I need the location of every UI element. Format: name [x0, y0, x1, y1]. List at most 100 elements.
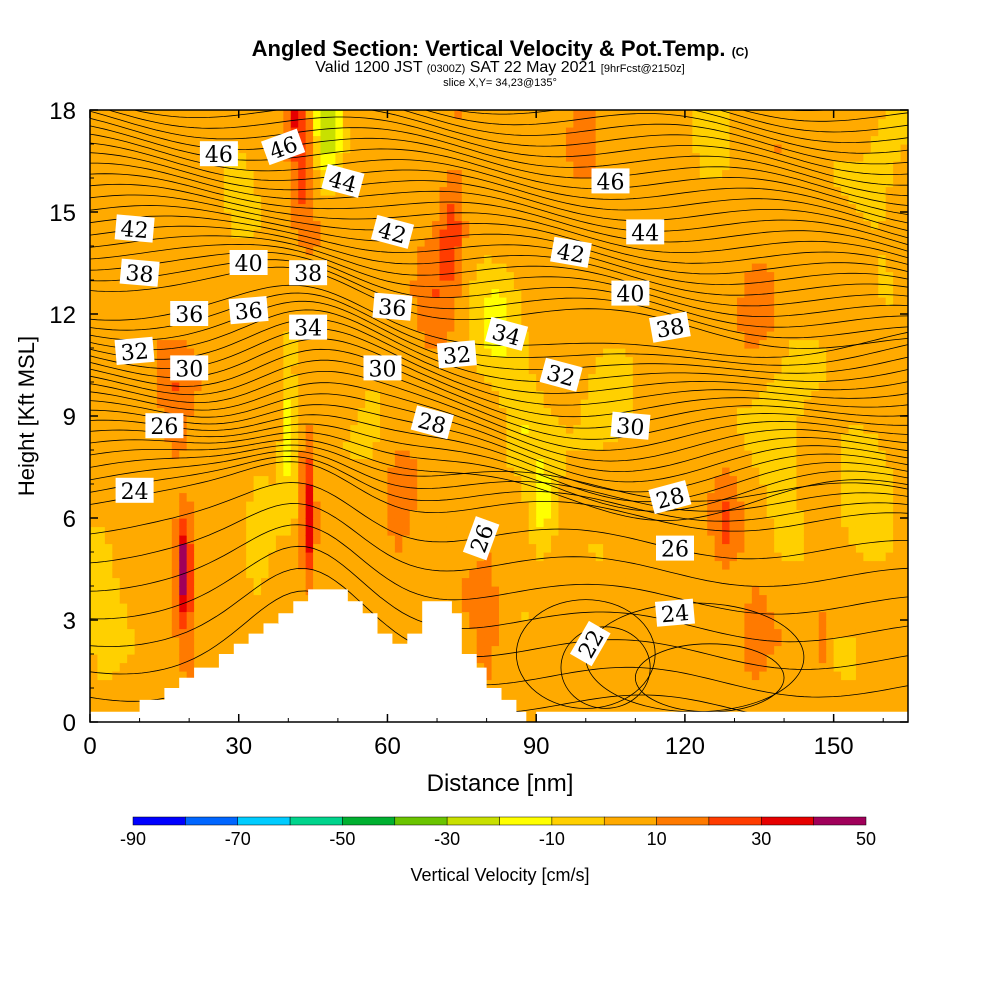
- field-cell: [387, 127, 395, 136]
- field-cell: [343, 535, 351, 544]
- field-cell: [283, 365, 291, 374]
- field-cell: [187, 408, 195, 417]
- field-cell: [254, 127, 262, 136]
- field-cell: [492, 161, 500, 170]
- field-cell: [172, 595, 180, 604]
- field-cell: [149, 680, 157, 689]
- field-cell: [142, 365, 150, 374]
- field-cell: [551, 170, 559, 179]
- field-cell: [157, 204, 165, 213]
- field-cell: [298, 348, 306, 357]
- field-cell: [209, 289, 217, 298]
- field-cell: [477, 229, 485, 238]
- field-cell: [417, 272, 425, 281]
- field-cell: [164, 510, 172, 519]
- field-cell: [417, 459, 425, 468]
- field-cell: [335, 527, 343, 536]
- field-cell: [514, 374, 522, 383]
- field-cell: [440, 280, 448, 289]
- field-cell: [499, 170, 507, 179]
- field-cell: [172, 527, 180, 536]
- field-cell: [321, 569, 329, 578]
- field-cell: [469, 238, 477, 247]
- field-cell: [313, 365, 321, 374]
- field-cell: [112, 629, 120, 638]
- field-cell: [224, 127, 232, 136]
- field-cell: [492, 119, 500, 128]
- field-cell: [566, 620, 574, 629]
- field-cell: [529, 272, 537, 281]
- field-cell: [276, 119, 284, 128]
- field-cell: [283, 467, 291, 476]
- field-cell: [209, 646, 217, 655]
- field-cell: [529, 603, 537, 612]
- field-cell: [477, 629, 485, 638]
- field-cell: [187, 586, 195, 595]
- field-cell: [202, 391, 210, 400]
- field-cell: [335, 246, 343, 255]
- field-cell: [462, 612, 470, 621]
- field-cell: [536, 569, 544, 578]
- field-cell: [164, 204, 172, 213]
- field-cell: [261, 348, 269, 357]
- field-cell: [90, 263, 98, 272]
- field-cell: [499, 229, 507, 238]
- field-cell: [551, 289, 559, 298]
- field-cell: [558, 204, 566, 213]
- field-cell: [164, 612, 172, 621]
- field-cell: [194, 620, 202, 629]
- field-cell: [105, 561, 113, 570]
- field-cell: [90, 544, 98, 553]
- field-cell: [387, 119, 395, 128]
- field-cell: [603, 697, 611, 706]
- field-cell: [291, 586, 299, 595]
- field-cell: [603, 603, 611, 612]
- field-cell: [313, 501, 321, 510]
- field-cell: [492, 221, 500, 230]
- field-cell: [149, 374, 157, 383]
- field-cell: [105, 246, 113, 255]
- field-cell: [97, 697, 105, 706]
- field-cell: [558, 663, 566, 672]
- field-cell: [596, 467, 604, 476]
- field-cell: [216, 178, 224, 187]
- field-cell: [536, 144, 544, 153]
- field-cell: [202, 246, 210, 255]
- field-cell: [172, 569, 180, 578]
- field-cell: [350, 212, 358, 221]
- field-cell: [164, 238, 172, 247]
- field-cell: [105, 518, 113, 527]
- field-cell: [440, 569, 448, 578]
- field-cell: [194, 629, 202, 638]
- field-cell: [112, 518, 120, 527]
- field-cell: [462, 578, 470, 587]
- field-cell: [499, 459, 507, 468]
- field-cell: [90, 289, 98, 298]
- field-cell: [313, 119, 321, 128]
- field-cell: [291, 510, 299, 519]
- field-cell: [187, 493, 195, 502]
- field-cell: [373, 136, 381, 145]
- field-cell: [492, 110, 500, 119]
- field-cell: [558, 127, 566, 136]
- field-cell: [209, 595, 217, 604]
- field-cell: [246, 408, 254, 417]
- field-cell: [499, 629, 507, 638]
- field-cell: [506, 110, 514, 119]
- field-cell: [469, 221, 477, 230]
- field-cell: [209, 612, 217, 621]
- field-cell: [596, 119, 604, 128]
- field-cell: [514, 297, 522, 306]
- field-cell: [350, 535, 358, 544]
- field-cell: [112, 178, 120, 187]
- field-cell: [313, 136, 321, 145]
- field-cell: [291, 161, 299, 170]
- field-cell: [529, 433, 537, 442]
- field-cell: [499, 578, 507, 587]
- field-cell: [432, 204, 440, 213]
- field-cell: [425, 229, 433, 238]
- field-cell: [135, 586, 143, 595]
- field-cell: [313, 178, 321, 187]
- field-cell: [216, 629, 224, 638]
- field-cell: [164, 119, 172, 128]
